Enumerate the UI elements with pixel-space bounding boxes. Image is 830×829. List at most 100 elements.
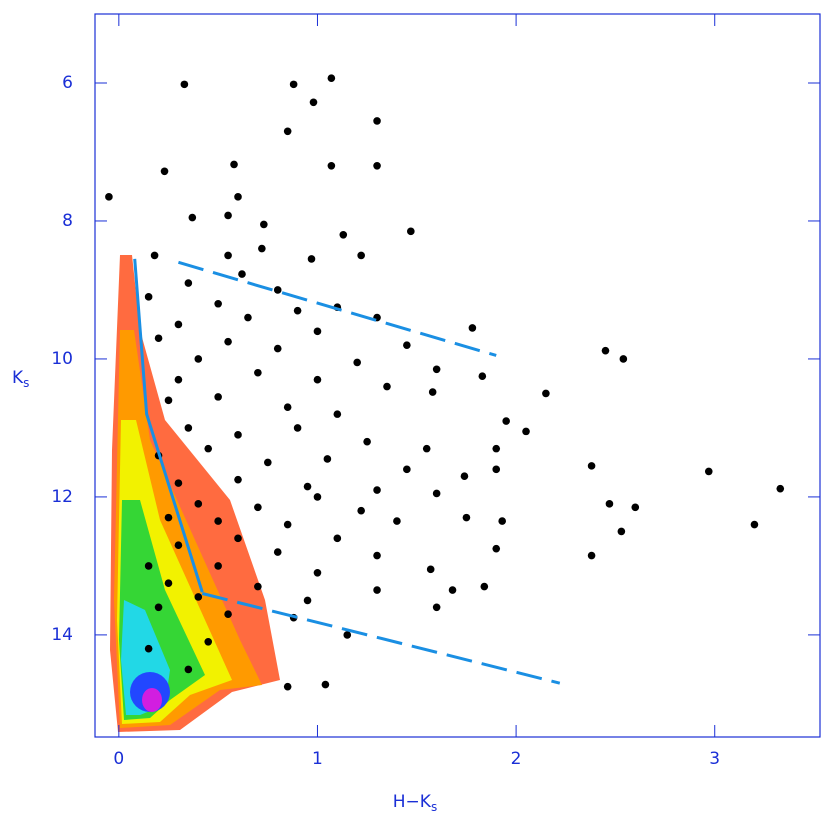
star-point [407,227,415,236]
star-point [238,270,246,278]
star-point [339,230,348,239]
star-point [704,467,713,476]
star-point [224,251,232,260]
star-point [154,603,163,612]
star-point [144,644,153,653]
star-point [289,80,298,89]
star-point [313,569,322,577]
star-point [194,355,203,363]
star-point [468,324,477,332]
star-point [283,682,292,691]
star-point [174,479,183,487]
star-point [283,127,292,136]
star-point [258,244,266,253]
y-tick-label: 6 [62,73,73,93]
star-point [333,534,342,543]
star-point [750,520,759,529]
star-point [333,410,342,418]
star-point [432,489,441,498]
star-point [393,517,401,525]
star-point [357,251,365,260]
star-point [184,279,193,287]
star-point [254,503,262,512]
y-axis-label: Ks [12,368,29,390]
star-point [283,403,292,412]
x-tick-label: 3 [709,749,720,769]
star-point [224,211,232,220]
star-point [605,500,614,508]
star-point [214,299,222,308]
star-point [631,503,640,512]
star-point [273,344,282,353]
y-tick-label: 14 [51,625,73,645]
star-point [234,431,242,439]
star-point [260,220,268,229]
star-point [432,365,441,374]
star-point [403,341,411,349]
star-point [214,517,222,525]
star-point [426,565,435,574]
x-tick-label: 0 [113,749,124,769]
x-label-sub: s [431,800,437,814]
star-point [353,358,361,367]
selection-dashed-line [201,592,561,685]
star-point [234,193,242,201]
star-point [204,444,213,453]
star-point [180,80,189,89]
star-point [403,465,411,474]
x-tick-label: 2 [511,749,522,769]
star-point [174,541,183,550]
star-point [502,417,510,425]
star-point [273,548,282,556]
star-point [174,320,183,329]
star-point [194,593,203,601]
star-point [542,389,550,398]
x-axis-label: H−Ks [393,792,437,814]
y-label-text: K [12,368,24,388]
star-point [313,375,322,384]
star-point [480,582,489,591]
star-point [164,396,173,405]
star-point [462,513,471,522]
star-point [234,475,242,484]
y-tick-label: 10 [51,349,73,369]
star-point [448,586,457,594]
star-point [383,382,391,391]
star-point [373,117,381,125]
star-point [492,465,501,474]
y-tick-label: 8 [62,211,73,231]
star-point [478,372,487,380]
star-point [144,562,153,570]
star-point [373,486,381,494]
star-point [522,427,530,436]
star-point [174,375,183,384]
star-point [776,484,785,493]
star-point [492,544,501,553]
star-point [619,355,628,363]
density-map [110,255,280,732]
star-point [224,337,232,346]
star-point [105,193,113,201]
star-point [327,74,336,82]
star-point [303,482,312,491]
star-point [234,534,242,543]
selection-dashed-line [178,260,497,357]
star-point [432,603,441,612]
star-point [373,586,381,594]
plot-frame [94,13,821,738]
star-point [428,388,437,396]
star-point [204,637,213,646]
star-point [293,306,302,315]
star-point [283,520,292,529]
star-point [293,424,302,432]
star-point [343,631,352,639]
star-point [357,506,365,515]
star-point [587,551,596,560]
star-point [313,493,322,501]
x-tick-label: 1 [312,749,323,769]
star-point [303,596,312,605]
star-point [154,334,163,343]
y-label-sub: s [23,376,29,390]
star-point [617,527,626,536]
star-point [321,680,330,689]
